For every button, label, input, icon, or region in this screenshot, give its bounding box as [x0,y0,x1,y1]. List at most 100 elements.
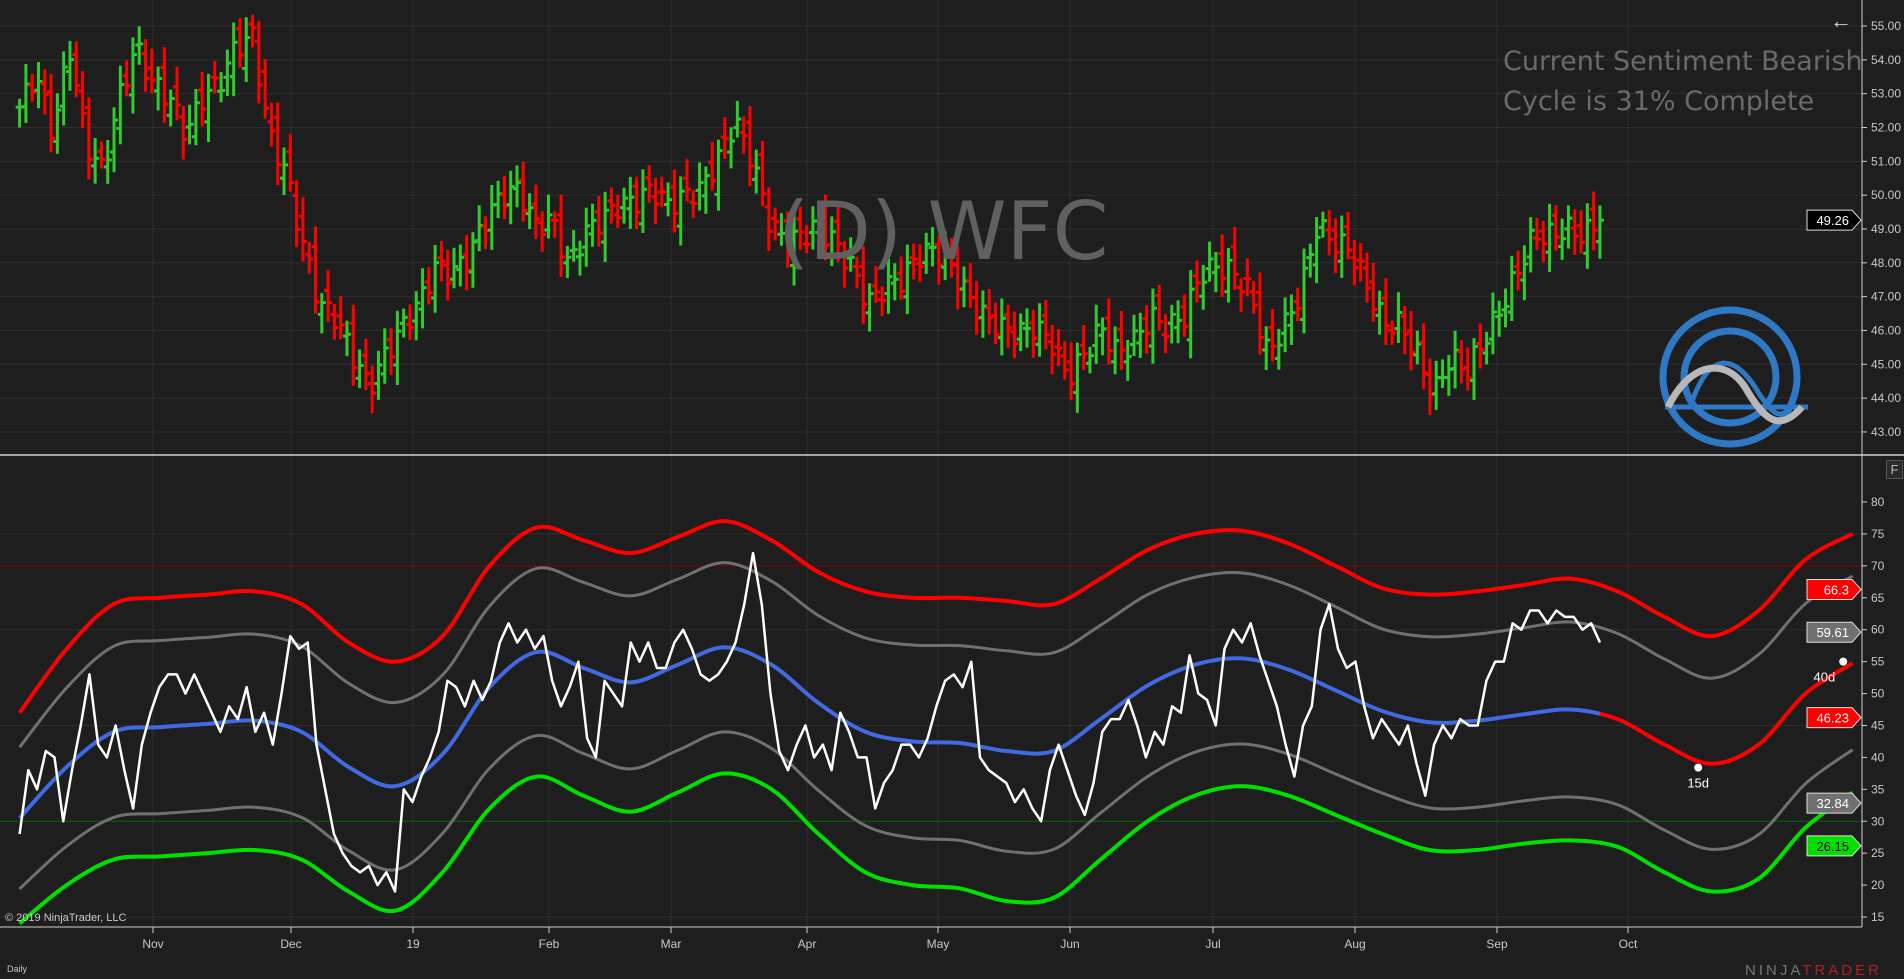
price-bar [852,256,861,289]
price-bar [462,234,471,291]
grid [0,0,1862,927]
logo-gray-wave [1664,364,1805,425]
price-bar [1507,255,1516,321]
price-bar [122,60,131,97]
price-bar [783,211,792,268]
price-bar [1470,338,1479,400]
price-bar [676,176,685,246]
price-bar [1142,305,1151,354]
price-bar [305,241,314,274]
price-bar [1551,205,1560,251]
price-bar [588,203,597,247]
price-bar [368,365,377,414]
price-bar [412,291,421,341]
price-bar [802,224,811,254]
price-bar [519,162,528,222]
mid-line [18,645,1600,820]
lower-inner-band-line [18,730,1854,891]
price-bar [324,270,333,322]
price-bar [714,139,723,211]
price-bar [229,22,238,97]
price-bar [1186,270,1195,359]
price-bar [267,102,276,147]
price-tick-label: 53.00 [1871,87,1901,101]
price-bar [191,88,200,146]
price-bar [1375,290,1384,335]
price-bar [135,26,144,65]
panel-f-button[interactable]: F [1886,460,1903,479]
price-bar [1067,342,1076,401]
price-bar [538,211,547,252]
price-bar [1155,284,1164,331]
price-bar [985,289,994,335]
price-bar [1564,205,1573,249]
price-bar [254,21,263,104]
price-bar [424,267,433,305]
axes: 55.00 54.00 53.00 52.00 51.00 50.00 49.00 48.00… [0,0,1904,951]
price-bar [1425,358,1434,415]
price-bar [1520,245,1529,301]
price-bar [1211,252,1220,293]
price-bar [166,89,175,127]
price-bar [1293,287,1302,322]
price-bar [834,202,843,263]
arrow-left-icon[interactable]: ← [1830,8,1852,33]
value-tag-text: 46.23 [1816,711,1849,726]
price-bar [1558,218,1567,260]
price-bar [494,180,503,219]
price-tick-label: 46.00 [1871,323,1901,337]
price-bar [1488,292,1497,355]
price-bar [399,308,408,338]
price-bar [890,263,899,301]
price-bar [28,73,37,102]
price-bar [1495,300,1504,337]
price-bar [1111,326,1120,375]
time-tick-label: Jul [1205,937,1220,951]
price-bar [97,141,106,169]
price-bar [897,256,906,300]
price-bar [1457,340,1466,384]
price-bar [154,66,163,111]
oscillator-value-tag: 66.3 [1806,578,1862,600]
price-bar [878,286,887,316]
price-bar [1526,217,1535,273]
sentiment-text: Current Sentiment Bearish [1503,46,1863,77]
price-bar [1400,305,1409,355]
price-bar [1262,326,1271,371]
price-bar [1041,300,1050,350]
price-bar [298,197,307,262]
price-tick-label: 49.00 [1871,222,1901,236]
price-bar [1048,324,1057,375]
price-bar [1570,209,1579,255]
price-bar [1274,328,1283,370]
price-bar [701,166,710,214]
cycle-completion-text: Cycle is 31% Complete [1503,86,1815,117]
price-bar [1060,341,1069,380]
price-bar [1413,330,1422,365]
price-bar [185,104,194,145]
price-bar [1362,252,1371,303]
time-tick-label: Oct [1619,937,1638,951]
price-bar [292,180,301,248]
price-bar [91,137,100,184]
price-bar [777,213,786,246]
price-bar [632,176,641,230]
price-bar [1325,209,1334,256]
oscillator-tick-label: 60 [1871,623,1885,637]
price-bar [821,194,830,261]
price-bar [1337,215,1346,278]
price-bar [418,268,427,329]
price-bar [1016,313,1025,352]
price-bar [928,227,937,267]
price-bar [1199,264,1208,310]
price-bar [569,230,578,262]
cycle-marker-label: 15d [1687,776,1709,791]
price-bar [1268,309,1277,362]
price-bar [1444,355,1453,396]
price-bar [1432,360,1441,410]
price-bar [1224,248,1233,303]
price-bar [72,41,81,98]
price-bar [1104,298,1113,365]
price-bar [739,116,748,154]
upper-band-line [17,519,1854,714]
